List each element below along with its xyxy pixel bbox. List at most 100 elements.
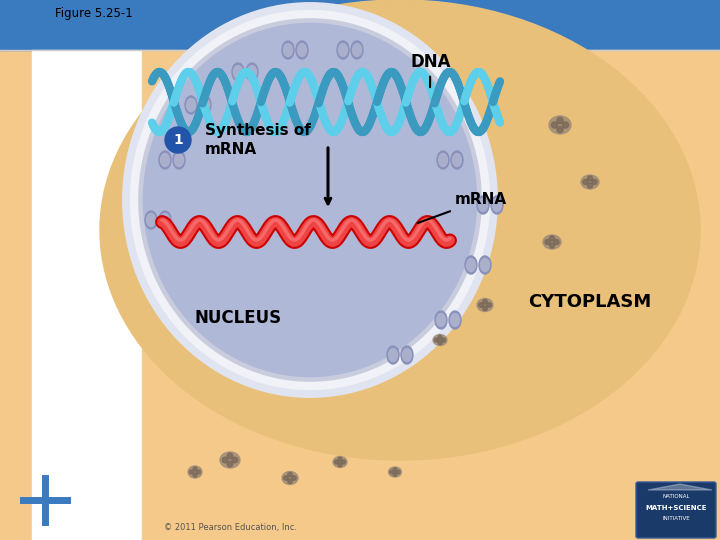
Ellipse shape	[174, 153, 184, 166]
Ellipse shape	[296, 41, 308, 59]
Ellipse shape	[186, 98, 196, 111]
Ellipse shape	[402, 348, 412, 361]
Ellipse shape	[199, 96, 211, 114]
Text: DNA: DNA	[410, 53, 451, 87]
Ellipse shape	[333, 456, 347, 468]
Ellipse shape	[188, 466, 202, 478]
Circle shape	[292, 476, 297, 480]
Ellipse shape	[451, 151, 463, 169]
Ellipse shape	[185, 96, 197, 114]
Ellipse shape	[248, 65, 256, 78]
Ellipse shape	[284, 44, 292, 57]
Circle shape	[227, 453, 233, 459]
Ellipse shape	[161, 153, 169, 166]
Circle shape	[335, 460, 338, 464]
Circle shape	[393, 468, 397, 471]
Circle shape	[487, 303, 491, 307]
Circle shape	[438, 335, 442, 339]
Circle shape	[397, 470, 400, 474]
Ellipse shape	[389, 467, 402, 477]
Circle shape	[288, 472, 292, 477]
Bar	[32, 50, 142, 540]
Text: CYTOPLASM: CYTOPLASM	[528, 293, 652, 311]
Bar	[0, 0, 720, 50]
Circle shape	[549, 243, 554, 248]
Ellipse shape	[161, 213, 169, 226]
Circle shape	[557, 117, 563, 124]
FancyBboxPatch shape	[636, 482, 716, 538]
Ellipse shape	[389, 348, 397, 361]
Ellipse shape	[233, 65, 243, 78]
Ellipse shape	[220, 452, 240, 468]
Circle shape	[583, 179, 588, 185]
Circle shape	[390, 470, 394, 474]
Ellipse shape	[159, 151, 171, 169]
Circle shape	[227, 461, 233, 467]
Ellipse shape	[436, 314, 446, 327]
Circle shape	[441, 338, 446, 342]
Ellipse shape	[491, 196, 503, 214]
Text: NUCLEUS: NUCLEUS	[194, 309, 282, 327]
Circle shape	[545, 239, 550, 245]
Circle shape	[557, 126, 563, 133]
Ellipse shape	[145, 211, 157, 229]
Circle shape	[197, 470, 200, 474]
Ellipse shape	[297, 44, 307, 57]
Ellipse shape	[480, 259, 490, 272]
Ellipse shape	[337, 41, 349, 59]
Circle shape	[552, 122, 558, 128]
Ellipse shape	[479, 256, 491, 274]
Circle shape	[288, 479, 292, 483]
Text: © 2011 Pearson Education, Inc.: © 2011 Pearson Education, Inc.	[163, 523, 297, 532]
Ellipse shape	[100, 0, 700, 460]
Ellipse shape	[282, 471, 298, 484]
Circle shape	[554, 239, 559, 245]
Ellipse shape	[479, 199, 487, 212]
Ellipse shape	[467, 259, 475, 272]
Ellipse shape	[549, 116, 571, 134]
Circle shape	[393, 472, 397, 476]
Circle shape	[588, 183, 593, 188]
Ellipse shape	[492, 199, 502, 212]
Ellipse shape	[338, 44, 348, 57]
Text: Figure 5.25-1: Figure 5.25-1	[55, 6, 132, 19]
Ellipse shape	[581, 175, 599, 189]
Circle shape	[165, 127, 191, 153]
Ellipse shape	[232, 63, 244, 81]
Ellipse shape	[435, 311, 447, 329]
Circle shape	[341, 460, 346, 464]
Circle shape	[222, 457, 228, 463]
Ellipse shape	[200, 98, 210, 111]
Ellipse shape	[433, 334, 447, 346]
Ellipse shape	[449, 311, 461, 329]
Ellipse shape	[543, 235, 561, 249]
Text: 1: 1	[173, 133, 183, 147]
Circle shape	[189, 470, 194, 474]
Bar	[142, 50, 720, 540]
Ellipse shape	[452, 153, 462, 166]
Text: INITIATIVE: INITIATIVE	[662, 516, 690, 521]
Circle shape	[232, 457, 238, 463]
Circle shape	[193, 473, 197, 477]
Circle shape	[588, 176, 593, 181]
Ellipse shape	[282, 41, 294, 59]
Circle shape	[479, 303, 483, 307]
Ellipse shape	[351, 41, 363, 59]
Text: NATIONAL: NATIONAL	[662, 495, 690, 500]
Ellipse shape	[465, 256, 477, 274]
Circle shape	[438, 341, 442, 345]
Ellipse shape	[130, 10, 490, 390]
Circle shape	[592, 179, 597, 185]
Circle shape	[482, 300, 487, 304]
Ellipse shape	[437, 151, 449, 169]
Text: MATH+SCIENCE: MATH+SCIENCE	[645, 505, 707, 511]
Ellipse shape	[477, 299, 493, 312]
Circle shape	[284, 476, 288, 480]
Ellipse shape	[401, 346, 413, 364]
Circle shape	[434, 338, 438, 342]
Ellipse shape	[353, 44, 361, 57]
Circle shape	[549, 236, 554, 241]
Ellipse shape	[387, 346, 399, 364]
Circle shape	[193, 467, 197, 471]
Circle shape	[562, 122, 569, 128]
